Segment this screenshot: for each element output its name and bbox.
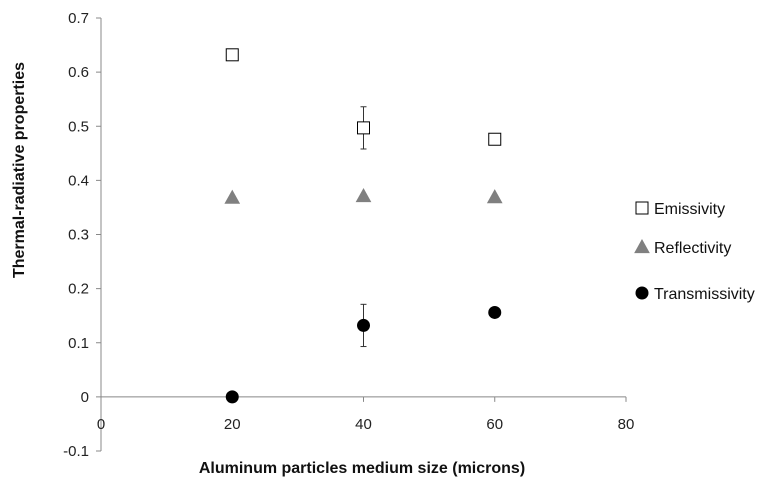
reflectivity-point	[355, 188, 372, 203]
y-axis: -0.1 0 0.1 0.2 0.3 0.4 0.5 0.6 0.7	[63, 10, 102, 460]
x-ticks: 0 20 40 60 80	[97, 396, 635, 433]
x-tick-label: 60	[486, 416, 503, 433]
y-tick-label: -0.1	[63, 443, 89, 460]
legend-emissivity-marker	[635, 201, 649, 215]
legend-transmissivity-marker	[635, 286, 649, 300]
y-tick-label: 0.6	[68, 64, 89, 81]
y-tick-label: 0.4	[68, 172, 89, 189]
x-tick-label: 20	[224, 416, 241, 433]
y-tick-label: 0.1	[68, 335, 89, 352]
emissivity-point	[357, 121, 370, 135]
x-axis-title: Aluminum particles medium size (microns)	[199, 460, 525, 477]
x-tick-label: 40	[355, 416, 372, 433]
transmissivity-point	[357, 318, 370, 332]
transmissivity-point	[488, 305, 502, 319]
y-tick-label: 0.5	[68, 118, 89, 135]
y-tick-label: 0.2	[68, 281, 89, 298]
y-ticks: -0.1 0 0.1 0.2 0.3 0.4 0.5 0.6 0.7	[63, 10, 101, 460]
transmissivity-point	[225, 390, 239, 404]
y-tick-label: 0.7	[68, 10, 89, 27]
y-tick-label: 0	[81, 389, 89, 406]
legend-emissivity-label: Emissivity	[654, 201, 725, 218]
y-axis-title: Thermal-radiative properties	[11, 62, 28, 278]
legend: Emissivity Reflectivity Transmissivity	[634, 201, 755, 303]
reflectivity-point	[224, 189, 241, 204]
emissivity-point	[488, 132, 502, 146]
legend-transmissivity-label: Transmissivity	[654, 286, 755, 303]
x-tick-label: 0	[97, 416, 105, 433]
y-tick-label: 0.3	[68, 227, 89, 244]
reflectivity-point	[486, 189, 503, 204]
x-axis: 0 20 40 60 80	[97, 396, 635, 433]
legend-reflectivity-label: Reflectivity	[654, 240, 731, 257]
emissivity-point	[225, 48, 239, 62]
legend-reflectivity-marker	[634, 238, 650, 254]
data-markers	[224, 48, 503, 404]
x-tick-label: 80	[618, 416, 635, 433]
error-bars	[360, 106, 367, 348]
